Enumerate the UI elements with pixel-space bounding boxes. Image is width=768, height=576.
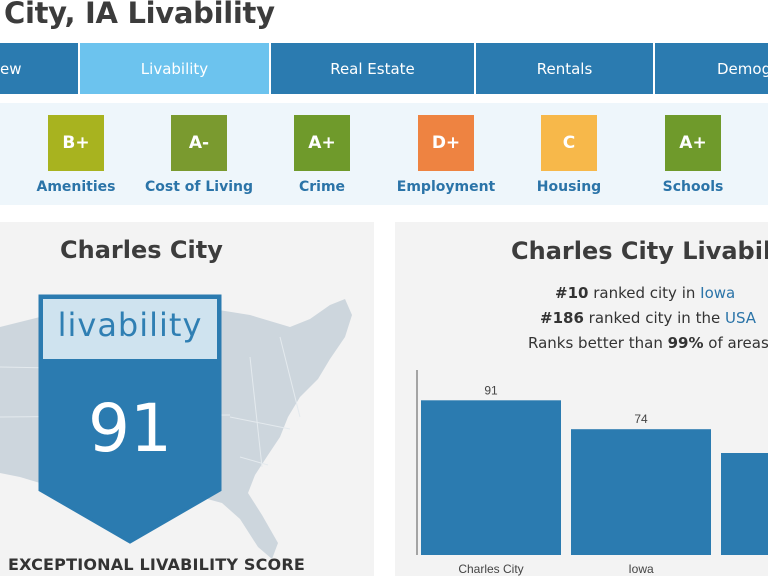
grade-crime[interactable]: A+ Crime [260, 115, 384, 195]
tab-real-estate[interactable]: Real Estate [271, 43, 476, 94]
chart-bar[interactable] [421, 400, 561, 555]
page-title: City, IA Livability [4, 0, 275, 30]
livability-logo-text: livability [57, 306, 203, 344]
chart-bar[interactable] [721, 453, 768, 555]
tab-livability[interactable]: Livability [80, 43, 271, 94]
grade-amenities[interactable]: B+ Amenities [14, 115, 138, 195]
livability-score-value: 91 [88, 390, 172, 467]
livability-shield-badge [38, 294, 222, 544]
grade-badge: A+ [665, 115, 721, 171]
state-rank: #10 [555, 284, 589, 302]
chart-bar[interactable] [571, 429, 711, 555]
tab-overview[interactable]: ew [0, 43, 80, 94]
grade-label: Housing [536, 179, 602, 195]
grade-badge: B+ [48, 115, 104, 171]
score-caption: EXCEPTIONAL LIVABILITY SCORE [8, 555, 306, 574]
grade-employment[interactable]: D+ Employment [384, 115, 508, 195]
tab-rentals[interactable]: Rentals [476, 43, 655, 94]
livability-rank-panel: Charles City Livability #10 ranked city … [395, 222, 768, 576]
grade-cost-of-living[interactable]: A- Cost of Living [137, 115, 261, 195]
grade-housing[interactable]: C Housing [507, 115, 631, 195]
usa-rank-line: #186 ranked city in the USA [395, 309, 768, 327]
grade-label: Employment [396, 179, 496, 195]
usa-rank: #186 [540, 309, 584, 327]
usa-rank-text: ranked city in the [583, 309, 725, 327]
usa-link[interactable]: USA [724, 309, 757, 327]
grade-badge: C [541, 115, 597, 171]
grade-label: Cost of Living [144, 179, 253, 195]
grade-badge: D+ [418, 115, 474, 171]
chart-category-label: Iowa [628, 562, 654, 576]
chart-data-label: 74 [634, 412, 648, 426]
grade-label: Schools [662, 179, 724, 195]
grades-bar: B+ Amenities A- Cost of Living A+ Crime … [0, 103, 768, 205]
grade-badge: A+ [294, 115, 350, 171]
nav-tabs: ew Livability Real Estate Rentals Demog [0, 43, 768, 94]
livability-score-panel: Charles City livability 91 EXCEPTIONAL L… [0, 222, 374, 576]
livability-title: Charles City Livability [511, 237, 768, 265]
state-rank-line: #10 ranked city in Iowa [395, 284, 768, 302]
better-pct: 99% [667, 334, 704, 352]
tab-demographics[interactable]: Demog [655, 43, 768, 94]
grade-label: Crime [298, 179, 346, 195]
chart-category-label: Charles City [458, 562, 523, 576]
city-name: Charles City [60, 236, 223, 264]
state-rank-text: ranked city in [588, 284, 701, 302]
better-suffix: of areas [703, 334, 768, 352]
grade-label: Amenities [36, 179, 116, 195]
livability-bar-chart: 91 Charles City 74 Iowa [416, 370, 768, 576]
chart-data-label: 91 [484, 383, 498, 397]
grade-schools[interactable]: A+ Schools [631, 115, 755, 195]
better-prefix: Ranks better than [528, 334, 668, 352]
better-than-line: Ranks better than 99% of areas [395, 334, 768, 352]
state-link[interactable]: Iowa [700, 284, 736, 302]
grade-badge: A- [171, 115, 227, 171]
